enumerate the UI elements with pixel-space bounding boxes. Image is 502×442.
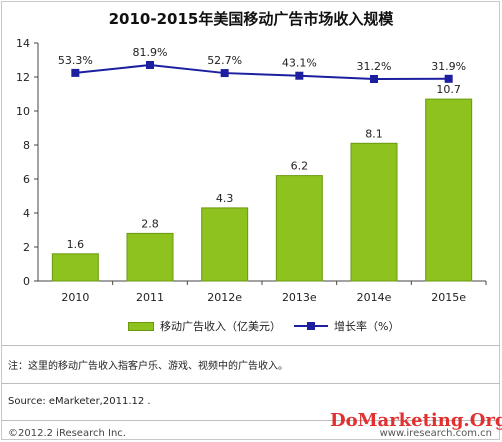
growth-rate-label: 53.3%	[58, 54, 93, 67]
divider-top	[1, 345, 500, 346]
y-tick-label: 0	[23, 275, 30, 288]
y-tick-label: 4	[23, 207, 30, 220]
growth-rate-label: 31.9%	[431, 60, 466, 73]
x-tick-label: 2015e	[431, 291, 466, 304]
growth-rate-label: 43.1%	[282, 57, 317, 70]
revenue-bar-label: 10.7	[436, 83, 461, 96]
x-tick-label: 2010	[61, 291, 89, 304]
revenue-bar-label: 2.8	[141, 217, 159, 230]
revenue-bar-label: 6.2	[291, 160, 309, 173]
revenue-bar	[201, 207, 249, 282]
growth-rate-marker	[146, 61, 154, 69]
y-tick-label: 6	[23, 173, 30, 186]
revenue-bar-label: 8.1	[365, 127, 383, 140]
growth-rate-marker	[220, 69, 229, 78]
copyright: ©2012.2 iResearch Inc.	[8, 428, 126, 439]
y-tick-label: 8	[23, 139, 30, 152]
divider-bottom	[1, 420, 500, 421]
y-tick-label: 2	[23, 241, 30, 254]
revenue-bar-label: 1.6	[67, 238, 85, 251]
source-note: Source: eMarketer,2011.12 .	[8, 396, 151, 407]
x-tick-label: 2011	[136, 291, 164, 304]
revenue-bar	[51, 253, 99, 282]
growth-rate-label: 31.2%	[357, 60, 392, 73]
revenue-bar-label: 4.3	[216, 192, 234, 205]
revenue-bar	[350, 142, 398, 282]
legend-label-growth: 增长率（%）	[334, 320, 400, 333]
growth-rate-label: 52.7%	[207, 54, 242, 67]
chart-title: 2010-2015年美国移动广告市场收入规模	[108, 10, 394, 28]
legend-label-revenue: 移动广告收入（亿美元）	[160, 320, 281, 333]
y-tick-label: 10	[16, 105, 30, 118]
chart-legend: 移动广告收入（亿美元） 增长率（%）	[128, 318, 428, 336]
growth-rate-label: 81.9%	[133, 46, 168, 59]
watermark: DoMarketing.Org	[330, 410, 502, 431]
legend-item-revenue: 移动广告收入（亿美元）	[128, 318, 281, 334]
footnote: 注：这里的移动广告收入指客户乐、游戏、视频中的广告收入。	[8, 361, 288, 372]
growth-rate-line	[75, 63, 449, 81]
x-tick-label: 2014e	[357, 291, 392, 304]
chart-plot: 0 2 4 6 8 10 12 14 1.6 2010 2.8 2011 4.3 2012e 6.2 2013…	[16, 37, 487, 304]
legend-bar-swatch	[128, 321, 154, 331]
y-tick-label: 12	[16, 71, 30, 84]
revenue-bar	[126, 232, 174, 282]
y-tick-label: 14	[16, 37, 30, 50]
growth-rate-marker	[71, 68, 80, 77]
legend-line-swatch	[294, 321, 328, 331]
growth-rate-marker	[295, 71, 304, 80]
revenue-bar	[275, 175, 323, 282]
revenue-bar	[425, 98, 473, 282]
growth-rate-marker	[370, 75, 378, 83]
x-tick-label: 2012e	[207, 291, 242, 304]
legend-item-growth: 增长率（%）	[294, 318, 399, 334]
divider-middle	[1, 383, 500, 384]
growth-rate-marker	[444, 74, 453, 83]
site-url: www.iresearch.com.cn	[379, 428, 492, 439]
x-tick-label: 2013e	[282, 291, 317, 304]
